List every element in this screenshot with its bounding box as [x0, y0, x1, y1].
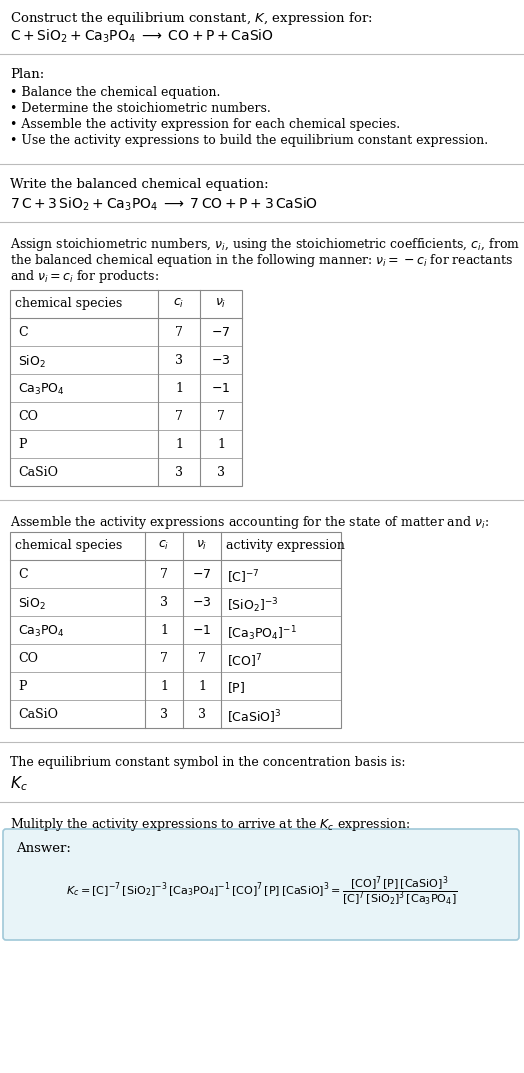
Text: • Balance the chemical equation.: • Balance the chemical equation.	[10, 86, 221, 99]
Text: $[\mathrm{P}]$: $[\mathrm{P}]$	[227, 680, 245, 695]
Text: $[\mathrm{CaSiO}]^3$: $[\mathrm{CaSiO}]^3$	[227, 708, 281, 725]
Text: 7: 7	[175, 326, 183, 339]
Text: P: P	[18, 680, 27, 693]
Text: $-1$: $-1$	[192, 624, 212, 637]
Text: the balanced chemical equation in the following manner: $\nu_i = -c_i$ for react: the balanced chemical equation in the fo…	[10, 252, 513, 269]
Text: C: C	[18, 568, 28, 580]
Text: $\nu_i$: $\nu_i$	[215, 297, 227, 310]
Text: Mulitply the activity expressions to arrive at the $K_c$ expression:: Mulitply the activity expressions to arr…	[10, 815, 410, 833]
Text: $\mathrm{Ca_3PO_4}$: $\mathrm{Ca_3PO_4}$	[18, 382, 65, 397]
Text: P: P	[18, 438, 27, 451]
Text: CaSiO: CaSiO	[18, 708, 58, 721]
Text: 3: 3	[175, 354, 183, 367]
Text: $K_c$: $K_c$	[10, 774, 28, 793]
Text: $-7$: $-7$	[192, 568, 212, 580]
Text: 1: 1	[175, 382, 183, 395]
Text: $-7$: $-7$	[211, 326, 231, 339]
Text: CaSiO: CaSiO	[18, 466, 58, 479]
Bar	[10, 532, 341, 727]
Text: 7: 7	[160, 568, 168, 580]
Text: • Use the activity expressions to build the equilibrium constant expression.: • Use the activity expressions to build …	[10, 134, 488, 147]
Text: $K_c = [\mathrm{C}]^{-7}\,[\mathrm{SiO_2}]^{-3}\,[\mathrm{Ca_3PO_4}]^{-1}\,[\mat: $K_c = [\mathrm{C}]^{-7}\,[\mathrm{SiO_2…	[67, 874, 457, 908]
Text: • Assemble the activity expression for each chemical species.: • Assemble the activity expression for e…	[10, 118, 400, 131]
Text: Plan:: Plan:	[10, 68, 44, 80]
Text: Assemble the activity expressions accounting for the state of matter and $\nu_i$: Assemble the activity expressions accoun…	[10, 514, 489, 531]
Text: Answer:: Answer:	[16, 842, 71, 855]
Text: chemical species: chemical species	[15, 539, 122, 552]
Text: Construct the equilibrium constant, $K$, expression for:: Construct the equilibrium constant, $K$,…	[10, 10, 373, 27]
Text: $[\mathrm{SiO_2}]^{-3}$: $[\mathrm{SiO_2}]^{-3}$	[227, 596, 278, 615]
Text: $\mathrm{7\,C + 3\,SiO_2 + Ca_3PO_4 \;\longrightarrow\; 7\,CO + P + 3\,CaSiO}$: $\mathrm{7\,C + 3\,SiO_2 + Ca_3PO_4 \;\l…	[10, 196, 318, 214]
Text: $\mathrm{C + SiO_2 + Ca_3PO_4 \;\longrightarrow\; CO + P + CaSiO}$: $\mathrm{C + SiO_2 + Ca_3PO_4 \;\longrig…	[10, 28, 274, 45]
Text: The equilibrium constant symbol in the concentration basis is:: The equilibrium constant symbol in the c…	[10, 756, 406, 769]
Text: C: C	[18, 326, 28, 339]
Text: $-3$: $-3$	[192, 596, 212, 609]
Text: CO: CO	[18, 652, 38, 665]
Text: $[\mathrm{Ca_3PO_4}]^{-1}$: $[\mathrm{Ca_3PO_4}]^{-1}$	[227, 624, 297, 643]
Text: $\mathrm{SiO_2}$: $\mathrm{SiO_2}$	[18, 596, 46, 612]
Text: chemical species: chemical species	[15, 297, 122, 310]
Text: 1: 1	[217, 438, 225, 451]
Text: 7: 7	[160, 652, 168, 665]
Text: 3: 3	[198, 708, 206, 721]
Text: 7: 7	[217, 410, 225, 423]
Text: 1: 1	[198, 680, 206, 693]
Text: $\mathrm{SiO_2}$: $\mathrm{SiO_2}$	[18, 354, 46, 370]
Text: 1: 1	[175, 438, 183, 451]
Text: 1: 1	[160, 680, 168, 693]
Text: $\mathrm{Ca_3PO_4}$: $\mathrm{Ca_3PO_4}$	[18, 624, 65, 640]
Text: CO: CO	[18, 410, 38, 423]
Text: activity expression: activity expression	[226, 539, 345, 552]
Text: 1: 1	[160, 624, 168, 637]
Bar	[10, 290, 242, 486]
Text: $[\mathrm{CO}]^7$: $[\mathrm{CO}]^7$	[227, 652, 263, 670]
Text: $c_i$: $c_i$	[158, 539, 170, 553]
Text: 7: 7	[175, 410, 183, 423]
Text: $c_i$: $c_i$	[173, 297, 184, 310]
Text: $-1$: $-1$	[211, 382, 231, 395]
Text: • Determine the stoichiometric numbers.: • Determine the stoichiometric numbers.	[10, 102, 271, 115]
Text: 3: 3	[217, 466, 225, 479]
Text: Write the balanced chemical equation:: Write the balanced chemical equation:	[10, 178, 269, 191]
Text: $\nu_i$: $\nu_i$	[196, 539, 208, 553]
Text: 3: 3	[160, 596, 168, 609]
Text: $-3$: $-3$	[211, 354, 231, 367]
Text: 3: 3	[175, 466, 183, 479]
Text: 3: 3	[160, 708, 168, 721]
Text: 7: 7	[198, 652, 206, 665]
Text: and $\nu_i = c_i$ for products:: and $\nu_i = c_i$ for products:	[10, 268, 159, 285]
FancyBboxPatch shape	[3, 829, 519, 940]
Text: $[\mathrm{C}]^{-7}$: $[\mathrm{C}]^{-7}$	[227, 568, 260, 586]
Text: Assign stoichiometric numbers, $\nu_i$, using the stoichiometric coefficients, $: Assign stoichiometric numbers, $\nu_i$, …	[10, 236, 520, 253]
